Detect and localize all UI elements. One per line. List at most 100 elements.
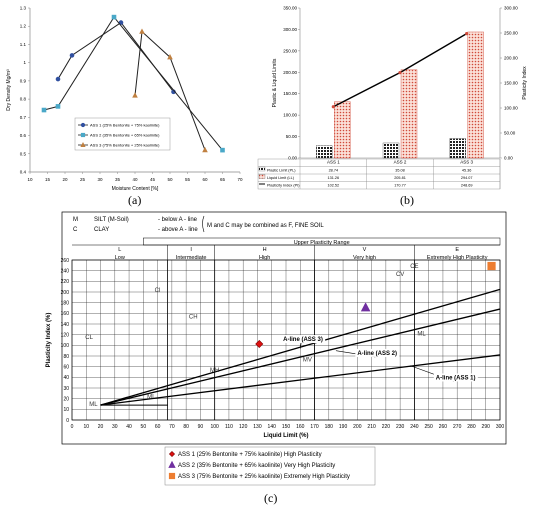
- b-ylabel: Plastic & Liquid Limits: [272, 58, 278, 107]
- c-x-tick-label: 20: [98, 424, 104, 430]
- c-legend-box: [164, 446, 376, 486]
- c-legend-marker: [168, 472, 176, 480]
- c-x-tick-label: 180: [325, 424, 334, 430]
- c-a-line-label: A-line (ASS 1): [436, 375, 476, 381]
- a-point: [202, 146, 208, 153]
- c-x-tick-label: 300: [496, 424, 505, 430]
- a-point: [139, 28, 145, 34]
- c-y-tick-label: 240: [61, 268, 70, 274]
- c-y-tick-label: 20: [63, 396, 69, 402]
- c-y-tick-label: 0: [66, 418, 69, 424]
- c-x-tick-label: 140: [268, 424, 277, 430]
- a-legend-label: ASS 1 (25% Bentonite + 75% kaolinite): [90, 123, 160, 128]
- b-table-swatch: [258, 166, 266, 172]
- c-zone-label: MV: [303, 357, 312, 363]
- c-legend-marker: [168, 460, 176, 468]
- a-series-line: [43, 16, 223, 151]
- c-cat-code: H: [263, 247, 267, 253]
- a-point: [69, 53, 75, 58]
- c-zone-label: CV: [396, 272, 404, 278]
- a-x-tick-label: 65: [220, 177, 226, 182]
- c-a-line: [100, 354, 501, 406]
- a-y-tick-label: 0.5: [20, 151, 27, 156]
- c-y-tick-label: 220: [61, 279, 70, 285]
- b-y2-tick-label: 50.00: [504, 131, 516, 136]
- a-x-tick-label: 45: [150, 177, 156, 182]
- a-y-tick-label: 1.2: [20, 24, 27, 29]
- a-x-tick-label: 15: [45, 177, 51, 182]
- b-y-tick-label: 100.00: [283, 113, 297, 118]
- c-header-brace: [202, 215, 205, 233]
- a-point: [220, 147, 225, 153]
- b-y-tick-label: 200.00: [283, 70, 297, 75]
- a-point: [167, 53, 173, 60]
- c-x-tick-label: 120: [239, 424, 248, 430]
- c-cat-name: Intermediate: [176, 255, 207, 261]
- c-x-tick-label: 190: [339, 424, 348, 430]
- b-table-value: 35.08: [395, 169, 405, 173]
- c-zone-label: CH: [189, 315, 198, 321]
- panel-label-c: (c): [264, 491, 278, 505]
- a-y-tick-label: 1: [23, 60, 26, 65]
- c-header-clay: CLAY: [94, 227, 109, 233]
- c-point: [487, 261, 496, 271]
- c-header-c: C: [73, 227, 78, 233]
- c-frame: [61, 211, 507, 445]
- c-a-line: [100, 308, 501, 406]
- b-pi-line: [333, 33, 468, 108]
- c-header-silt: SILT (M-Soil): [94, 217, 129, 223]
- c-legend-label: ASS 1 (25% Bentonite + 75% kaolinite) Hi…: [178, 452, 322, 458]
- a-y-tick-label: 0.4: [20, 170, 27, 175]
- b-category-label: ASS 1: [327, 160, 340, 165]
- a-point: [132, 92, 138, 98]
- c-header-above: - above A - line: [158, 227, 198, 233]
- b-table-value: 102.52: [328, 184, 340, 188]
- b-table-value: 28.74: [329, 169, 339, 173]
- c-x-tick-label: 220: [382, 424, 391, 430]
- panel-label-a: (a): [128, 193, 142, 207]
- c-x-tick-label: 170: [310, 424, 319, 430]
- c-cat-code: L: [118, 247, 121, 253]
- c-header-m: M: [73, 217, 78, 223]
- a-series-line: [57, 21, 174, 93]
- c-zone-label: ML: [89, 402, 98, 408]
- c-legend-marker: [168, 450, 176, 458]
- b-bar-pl: [316, 145, 333, 159]
- c-x-tick-label: 110: [225, 424, 233, 430]
- a-ylabel: Dry Density Mg/m³: [6, 69, 12, 111]
- a-x-tick-label: 10: [27, 177, 33, 182]
- c-x-tick-label: 90: [198, 424, 204, 430]
- c-zone-label: MH: [210, 368, 219, 374]
- b-table-value: 170.77: [394, 184, 406, 188]
- a-legend-label: ASS 3 (75% Bentonite + 25% kaolinite): [90, 143, 160, 148]
- b-y-tick-label: 250.00: [283, 48, 297, 53]
- c-y-tick-label: 160: [61, 311, 70, 317]
- c-a-line-label-bg: [433, 373, 478, 382]
- c-cat-code: E: [455, 247, 459, 253]
- c-a-line-label: A-line (ASS 2): [357, 351, 397, 357]
- c-x-tick-label: 260: [439, 424, 448, 430]
- c-y-tick-label: 30: [63, 386, 69, 392]
- c-legend-label: ASS 2 (35% Bentonite + 65% kaolinite) Ve…: [178, 463, 335, 469]
- c-x-tick-label: 40: [126, 424, 132, 430]
- a-legend-marker: [80, 122, 86, 128]
- c-x-tick-label: 290: [482, 424, 491, 430]
- c-point: [255, 339, 264, 349]
- a-y-tick-label: 0.8: [20, 97, 27, 102]
- a-x-tick-label: 55: [185, 177, 191, 182]
- a-legend-marker: [80, 132, 86, 138]
- b-y2-tick-label: 150.00: [504, 81, 518, 86]
- c-y-tick-label: 100: [61, 343, 70, 349]
- c-cat-name: High: [259, 255, 270, 261]
- a-x-tick-label: 20: [62, 177, 68, 182]
- c-x-tick-label: 230: [396, 424, 405, 430]
- c-y-tick-label: 80: [63, 354, 69, 360]
- c-x-tick-label: 50: [141, 424, 147, 430]
- a-point: [41, 107, 47, 113]
- c-zone-label: ML: [417, 332, 426, 338]
- a-xlabel: Moisture Content [%]: [112, 186, 159, 192]
- b-bar-ll: [400, 69, 418, 159]
- a-point: [55, 104, 61, 109]
- a-series-line: [134, 30, 206, 151]
